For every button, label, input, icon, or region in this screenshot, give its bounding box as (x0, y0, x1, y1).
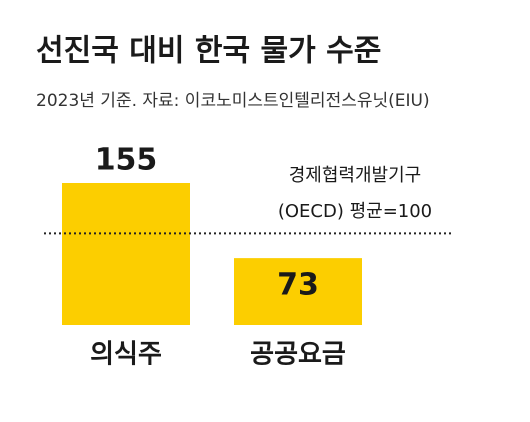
chart-subtitle: 2023년 기준. 자료: 이코노미스트인텔리전스유닛(EIU) (36, 91, 430, 111)
value-label: 155 (95, 143, 158, 178)
bar (62, 183, 190, 325)
x-tick-label: 공공요금 (250, 340, 346, 370)
x-tick-label: 의식주 (90, 340, 162, 370)
value-label: 73 (277, 268, 319, 303)
annotation: (OECD) 평균=100 (278, 201, 432, 222)
bar (234, 258, 362, 325)
chart-title: 선진국 대비 한국 물가 수준 (36, 34, 381, 69)
annotation: 경제협력개발기구 (289, 165, 421, 186)
